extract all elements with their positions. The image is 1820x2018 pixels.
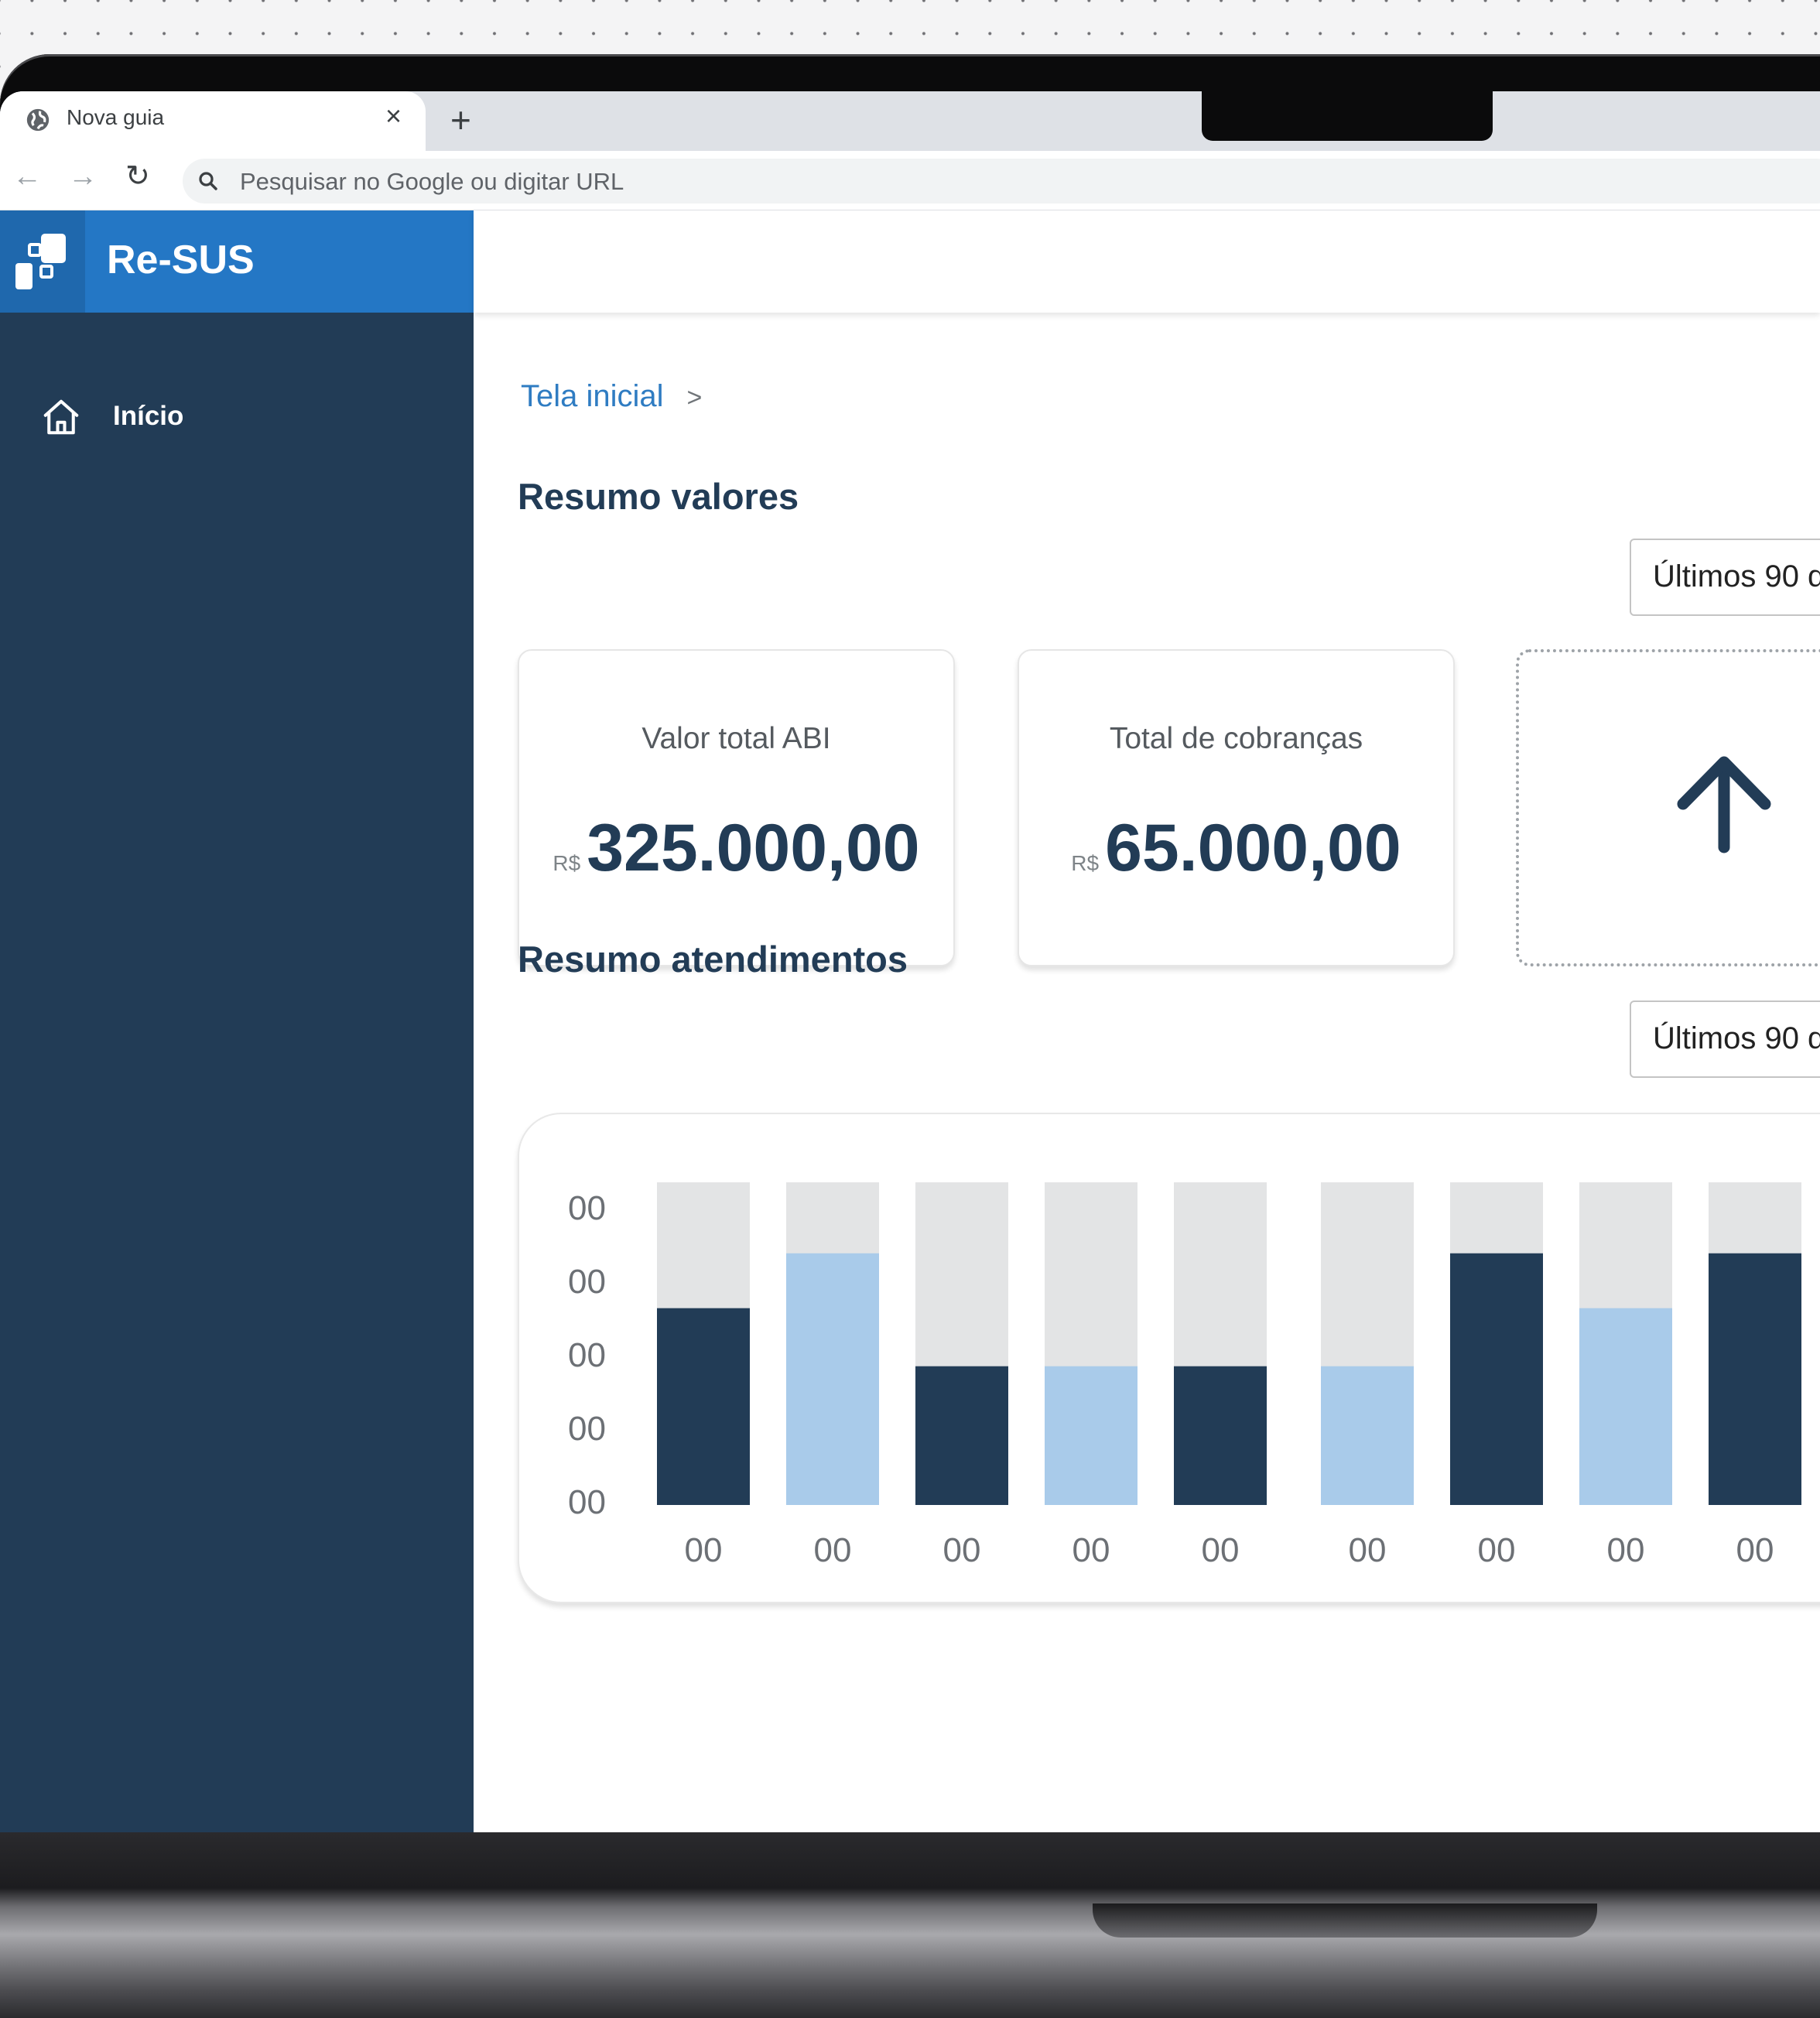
bar[interactable] bbox=[786, 1253, 879, 1505]
bar[interactable] bbox=[915, 1366, 1008, 1505]
y-tick-label: 00 bbox=[568, 1189, 606, 1227]
bar[interactable] bbox=[1174, 1366, 1267, 1505]
stat-label: Valor total ABI bbox=[641, 722, 831, 755]
tab-title: Nova guia bbox=[67, 105, 165, 129]
currency-symbol: R$ bbox=[552, 851, 581, 875]
main-content: Tela inicial > Resumo valores Últimos 90 … bbox=[474, 210, 1820, 1832]
new-tab-button[interactable]: + bbox=[450, 100, 471, 140]
upload-dropzone[interactable] bbox=[1516, 649, 1820, 966]
section-title-resumo-atendimentos: Resumo atendimentos bbox=[518, 939, 908, 980]
laptop-base bbox=[0, 1832, 1820, 2018]
globe-icon bbox=[26, 108, 50, 132]
bar[interactable] bbox=[1709, 1253, 1801, 1505]
x-tick-label: 00 bbox=[1607, 1531, 1645, 1569]
arrow-up-icon bbox=[1677, 756, 1771, 853]
x-tick-label: 00 bbox=[814, 1531, 852, 1569]
laptop-screen: Nova guia × + ← → ↻ Pesquisar no Google … bbox=[0, 91, 1820, 1832]
laptop-hinge bbox=[1093, 1903, 1597, 1938]
x-tick-label: 00 bbox=[1736, 1531, 1774, 1569]
brand-header: Re-SUS bbox=[0, 210, 474, 313]
sidebar: Re-SUS Início bbox=[0, 210, 474, 1832]
home-icon bbox=[43, 399, 79, 435]
reload-button[interactable]: ↻ bbox=[125, 160, 150, 193]
x-tick-label: 00 bbox=[1349, 1531, 1387, 1569]
back-button[interactable]: ← bbox=[12, 160, 42, 193]
x-tick-label: 00 bbox=[1072, 1531, 1110, 1569]
breadcrumb-link-tela-inicial[interactable]: Tela inicial bbox=[521, 379, 664, 413]
close-tab-icon[interactable]: × bbox=[385, 100, 402, 132]
period-select-atendimentos[interactable]: Últimos 90 dias bbox=[1630, 1000, 1820, 1078]
stat-value: R$65.000,00 bbox=[1019, 810, 1453, 887]
address-bar[interactable]: Pesquisar no Google ou digitar URL bbox=[183, 159, 1820, 204]
sidebar-item-inicio[interactable]: Início bbox=[0, 382, 474, 449]
stat-card-valor-total-abi: Valor total ABI R$325.000,00 bbox=[518, 649, 955, 966]
top-bar bbox=[474, 210, 1820, 313]
x-tick-label: 00 bbox=[1202, 1531, 1240, 1569]
search-icon bbox=[199, 172, 217, 190]
y-tick-label: 00 bbox=[568, 1336, 606, 1374]
period-select-valores[interactable]: Últimos 90 dias bbox=[1630, 539, 1820, 616]
sidebar-item-label: Início bbox=[113, 401, 184, 431]
y-tick-label: 00 bbox=[568, 1410, 606, 1448]
currency-symbol: R$ bbox=[1071, 851, 1100, 875]
bar[interactable] bbox=[1579, 1308, 1672, 1505]
camera-notch bbox=[1202, 91, 1493, 141]
breadcrumb: Tela inicial > bbox=[521, 379, 702, 414]
app-root: Re-SUS Início Tela inicial > Resumo valor… bbox=[0, 210, 1820, 1832]
bar[interactable] bbox=[1321, 1366, 1414, 1505]
x-tick-label: 00 bbox=[943, 1531, 981, 1569]
y-tick-label: 00 bbox=[568, 1263, 606, 1301]
x-tick-label: 00 bbox=[1478, 1531, 1516, 1569]
period-select-value: Últimos 90 dias bbox=[1653, 1021, 1820, 1055]
breadcrumb-separator: > bbox=[686, 383, 703, 412]
stat-value: R$325.000,00 bbox=[519, 810, 953, 887]
bar[interactable] bbox=[1045, 1366, 1138, 1505]
browser-tab[interactable]: Nova guia × bbox=[0, 91, 426, 151]
forward-button[interactable]: → bbox=[68, 160, 98, 193]
bar[interactable] bbox=[1450, 1253, 1543, 1505]
app-name: Re-SUS bbox=[107, 238, 255, 282]
bar-chart: 00 00 00 00 00 00 00 00 00 00 00 00 00 00 bbox=[568, 1182, 1801, 1569]
logo-icon bbox=[15, 234, 66, 289]
chart-card-atendimentos: 00 00 00 00 00 00 00 00 00 00 00 00 00 00 bbox=[518, 1113, 1820, 1603]
logo-container bbox=[0, 210, 85, 313]
browser-toolbar: ← → ↻ Pesquisar no Google ou digitar URL bbox=[0, 151, 1820, 210]
stat-label: Total de cobranças bbox=[1109, 722, 1363, 755]
y-tick-label: 00 bbox=[568, 1483, 606, 1521]
browser-tabstrip: Nova guia × + bbox=[0, 91, 1820, 151]
x-tick-label: 00 bbox=[685, 1531, 723, 1569]
stat-amount: 65.000,00 bbox=[1105, 811, 1401, 885]
period-select-value: Últimos 90 dias bbox=[1653, 559, 1820, 593]
section-title-resumo-valores: Resumo valores bbox=[518, 476, 799, 517]
stat-card-total-cobrancas: Total de cobranças R$65.000,00 bbox=[1018, 649, 1455, 966]
stat-amount: 325.000,00 bbox=[587, 811, 920, 885]
bar[interactable] bbox=[657, 1308, 750, 1505]
address-bar-placeholder: Pesquisar no Google ou digitar URL bbox=[240, 168, 624, 195]
